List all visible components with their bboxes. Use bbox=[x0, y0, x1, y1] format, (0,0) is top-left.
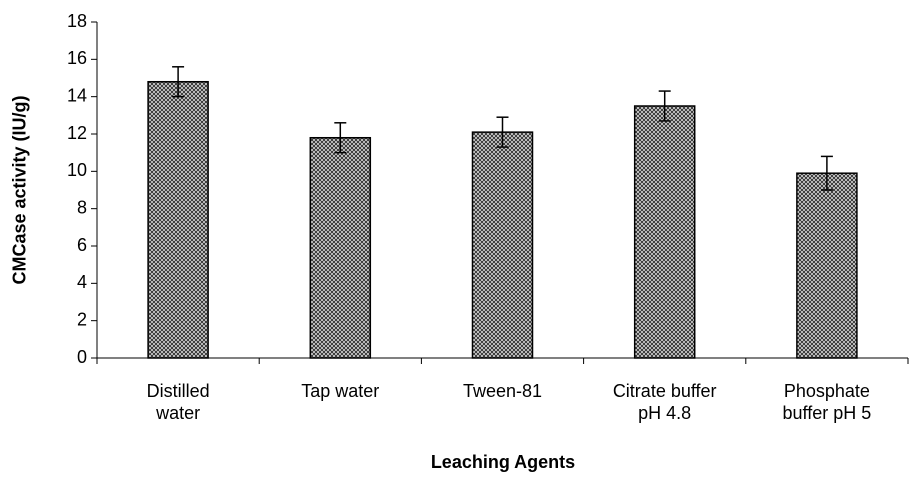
y-tick-label: 12 bbox=[67, 123, 87, 143]
x-tick-label: Tween-81 bbox=[462, 381, 543, 401]
y-axis-title: CMCase activity (IU/g) bbox=[9, 95, 30, 285]
y-tick-label: 6 bbox=[77, 235, 87, 255]
y-tick-label: 10 bbox=[67, 160, 87, 180]
x-tick-label: Tap water bbox=[301, 381, 380, 401]
bar bbox=[796, 172, 858, 359]
x-axis-title: Leaching Agents bbox=[430, 452, 576, 472]
y-tick-label: 18 bbox=[67, 11, 87, 31]
y-tick-label: 4 bbox=[77, 272, 87, 292]
y-tick-label: 2 bbox=[77, 309, 87, 329]
bar bbox=[309, 136, 372, 359]
x-tick-label: Citrate buffer pH 4.8 bbox=[612, 381, 717, 423]
y-tick-label: 14 bbox=[67, 85, 87, 105]
bar bbox=[471, 131, 534, 359]
x-tick-label: Phosphate buffer pH 5 bbox=[782, 381, 872, 423]
bar bbox=[147, 80, 209, 359]
y-tick-label: 8 bbox=[77, 197, 87, 217]
x-tick-label: Distilled water bbox=[146, 381, 210, 423]
bar bbox=[633, 105, 696, 359]
y-tick-label: 16 bbox=[67, 48, 87, 68]
y-tick-label: 0 bbox=[77, 347, 87, 367]
